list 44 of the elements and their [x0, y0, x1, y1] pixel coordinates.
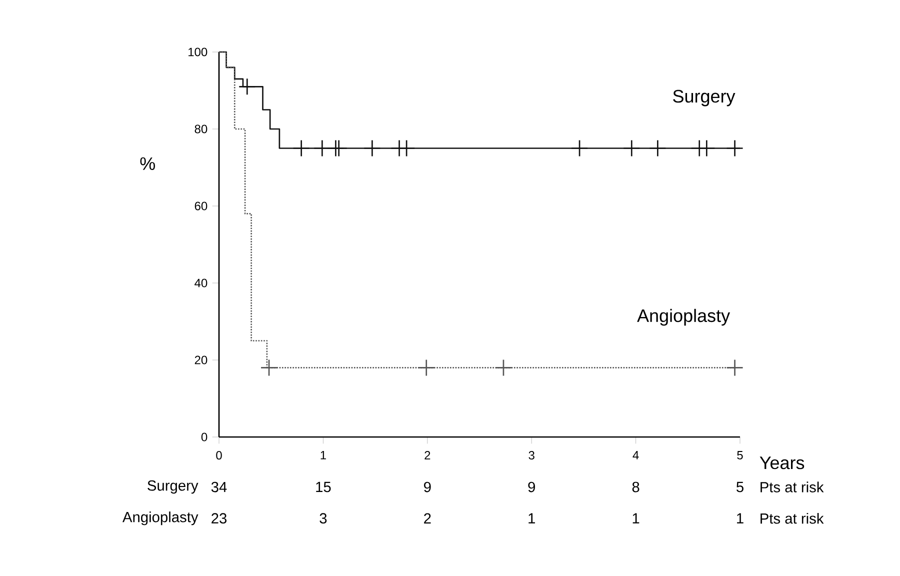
y-tick-label: 100: [188, 48, 208, 56]
point: [292, 140, 310, 157]
x-tick-label: 4: [632, 451, 639, 460]
point: [622, 140, 640, 157]
y-tick-label: 20: [194, 356, 208, 364]
text: 8: [632, 482, 640, 492]
point: [494, 359, 512, 376]
point: [238, 78, 256, 96]
text: Pts at risk: [760, 512, 824, 524]
point: [726, 140, 744, 157]
x-tick-label: 0: [216, 451, 222, 460]
text: Angioplasty: [637, 308, 730, 326]
text: 2: [424, 513, 431, 524]
point: [726, 359, 744, 376]
y-axis-title: %: [140, 157, 155, 170]
y-tick-label: 40: [194, 278, 208, 288]
x-tick-label: 2: [424, 451, 430, 460]
y-tick-label: 80: [194, 124, 208, 134]
point: [330, 140, 348, 157]
x-tick-label: 5: [737, 451, 743, 460]
text: 5: [736, 482, 744, 492]
point: [570, 140, 588, 157]
text: Pts at risk: [760, 482, 824, 492]
y-tick-label: 60: [194, 202, 208, 210]
x-tick-label: 1: [320, 451, 326, 460]
text: 23: [212, 513, 227, 524]
text: Angioplasty: [122, 512, 198, 526]
point: [364, 140, 381, 157]
point: [649, 140, 666, 157]
text: 1: [632, 513, 640, 524]
y-tick-label: 0: [201, 432, 208, 442]
text: 9: [528, 482, 535, 492]
text: 3: [320, 513, 327, 524]
text: Surgery: [148, 480, 198, 494]
text: 1: [737, 513, 744, 524]
text: 9: [424, 482, 431, 492]
point: [260, 359, 278, 376]
x-tick-label: 3: [528, 451, 534, 460]
x-axis-title: Years: [760, 456, 804, 470]
text: 15: [316, 482, 331, 492]
text: 34: [211, 482, 227, 492]
text: Surgery: [673, 90, 736, 106]
point: [418, 359, 436, 376]
text: 1: [528, 513, 535, 524]
